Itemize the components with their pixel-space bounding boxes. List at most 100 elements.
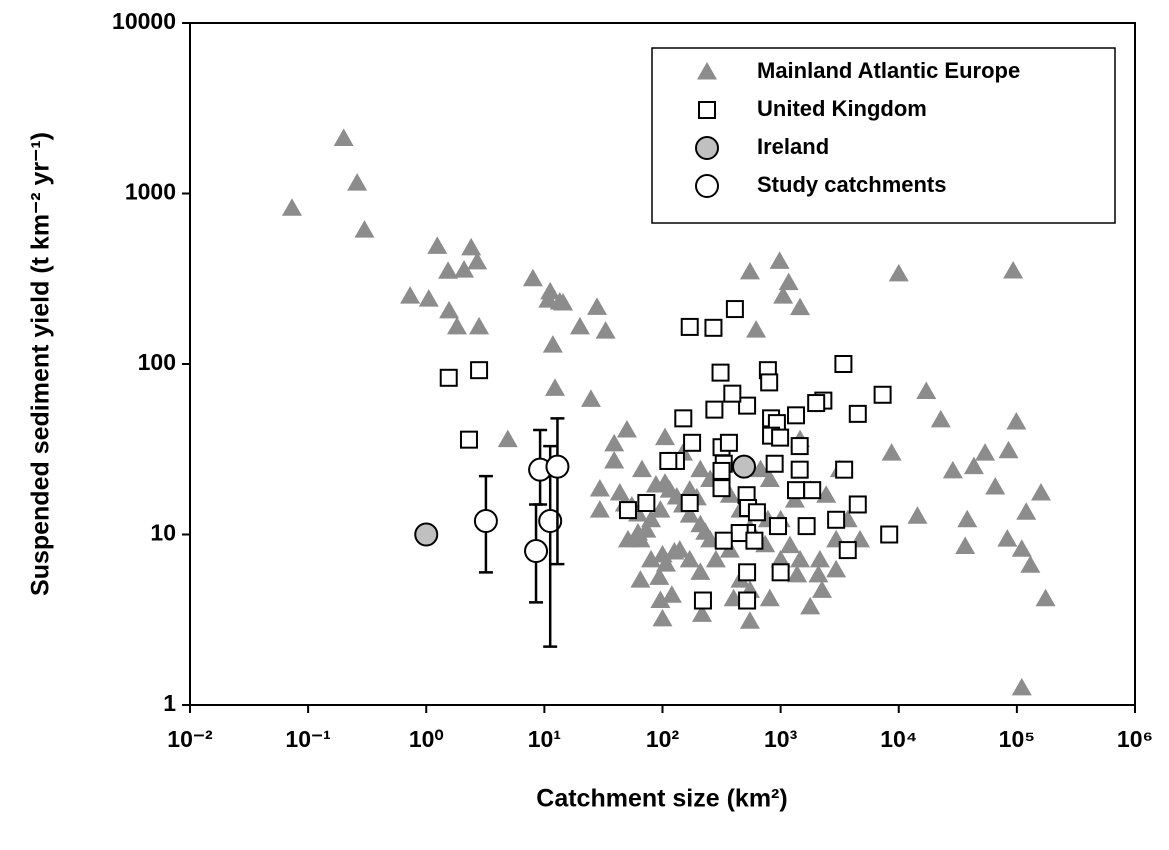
triangle-point bbox=[636, 520, 657, 538]
triangle-point bbox=[522, 268, 543, 287]
x-tick-label: 10² bbox=[646, 726, 680, 752]
square-point bbox=[787, 481, 806, 500]
square-point bbox=[771, 563, 790, 582]
square-point bbox=[838, 541, 857, 560]
legend-label: Mainland Atlantic Europe bbox=[757, 58, 1020, 83]
triangle-point bbox=[778, 272, 799, 291]
triangle-point bbox=[809, 549, 830, 568]
triangle-point bbox=[770, 549, 791, 568]
triangle-point bbox=[604, 433, 625, 452]
square-point bbox=[659, 451, 678, 470]
triangle-point bbox=[759, 588, 780, 607]
x-axis-title: Catchment size (km²) bbox=[536, 785, 787, 813]
triangle-point bbox=[446, 316, 467, 335]
triangle-point bbox=[787, 564, 808, 583]
triangle-point bbox=[888, 263, 909, 282]
square-point bbox=[680, 317, 699, 336]
square-point bbox=[797, 517, 816, 536]
triangle-point bbox=[544, 378, 565, 396]
triangle-point bbox=[739, 261, 760, 280]
x-tick-label: 10⁻² bbox=[167, 726, 213, 752]
x-tick-label: 10⁻¹ bbox=[285, 726, 330, 752]
triangle-point bbox=[1020, 555, 1041, 573]
triangle-point bbox=[652, 608, 673, 627]
square-point bbox=[459, 430, 478, 449]
square-point bbox=[439, 368, 458, 387]
triangle-point bbox=[955, 536, 976, 555]
square-point bbox=[712, 461, 731, 480]
square-point bbox=[790, 460, 809, 479]
triangle-point bbox=[826, 559, 847, 578]
triangle-point bbox=[669, 540, 690, 558]
triangle-point bbox=[400, 286, 421, 304]
triangle-point bbox=[589, 478, 610, 497]
triangle-point bbox=[333, 128, 354, 147]
y-axis-title: Suspended sediment yield (t km⁻² yr⁻¹) bbox=[27, 132, 55, 596]
triangle-point bbox=[800, 596, 821, 615]
triangle-point bbox=[811, 580, 832, 598]
x-tick-label: 10⁵ bbox=[999, 726, 1035, 752]
circle-point bbox=[524, 539, 549, 564]
circle-point bbox=[732, 454, 757, 479]
triangle-point bbox=[697, 62, 717, 80]
triangle-point bbox=[418, 289, 439, 307]
triangle-point bbox=[705, 549, 726, 568]
triangle-point bbox=[790, 549, 811, 568]
triangle-point bbox=[790, 297, 811, 316]
triangle-point bbox=[997, 529, 1018, 547]
triangle-point bbox=[739, 611, 760, 629]
square-point bbox=[712, 479, 731, 498]
square-point bbox=[693, 591, 712, 610]
square-point bbox=[618, 501, 637, 520]
x-tick-label: 10⁶ bbox=[1117, 726, 1153, 752]
triangle-point bbox=[604, 450, 625, 469]
square-point bbox=[807, 394, 826, 413]
legend-label: Study catchments bbox=[757, 172, 947, 197]
square-point bbox=[725, 300, 744, 319]
square-point bbox=[705, 400, 724, 419]
triangle-point bbox=[750, 459, 771, 478]
square-point bbox=[637, 494, 656, 513]
square-point bbox=[719, 433, 738, 452]
triangle-point bbox=[1011, 677, 1032, 696]
triangle-point bbox=[907, 506, 928, 524]
triangle-point bbox=[1016, 502, 1037, 520]
square-point bbox=[714, 531, 733, 550]
triangle-point bbox=[975, 443, 996, 461]
triangle-point bbox=[354, 220, 375, 238]
triangle-point bbox=[630, 529, 651, 548]
square-point bbox=[771, 428, 790, 447]
triangle-point bbox=[998, 440, 1019, 459]
y-tick-label: 10000 bbox=[112, 8, 176, 34]
triangle-point bbox=[650, 500, 671, 518]
y-tick-label: 1 bbox=[163, 690, 176, 716]
triangle-point bbox=[679, 549, 700, 568]
square-point bbox=[848, 404, 867, 423]
x-tick-label: 10⁴ bbox=[880, 726, 917, 752]
circle-point bbox=[695, 174, 719, 198]
circle-point bbox=[545, 454, 570, 479]
square-point bbox=[848, 495, 867, 514]
triangle-point bbox=[773, 286, 794, 304]
triangle-point bbox=[461, 237, 482, 256]
error-bar bbox=[543, 444, 558, 648]
triangle-point bbox=[655, 554, 676, 572]
triangle-point bbox=[769, 251, 790, 269]
square-point bbox=[680, 494, 699, 513]
y-tick-label: 100 bbox=[138, 349, 176, 375]
triangle-point bbox=[655, 427, 676, 446]
triangle-point bbox=[650, 590, 671, 609]
x-tick-label: 10¹ bbox=[528, 726, 561, 752]
triangle-point bbox=[569, 316, 590, 335]
legend-label: Ireland bbox=[757, 134, 829, 159]
x-tick-label: 10³ bbox=[764, 726, 798, 752]
triangle-point bbox=[808, 564, 829, 583]
triangle-point bbox=[957, 509, 978, 528]
square-point bbox=[747, 503, 766, 522]
triangle-point bbox=[580, 389, 601, 407]
triangle-point bbox=[540, 281, 561, 300]
square-point bbox=[470, 361, 489, 380]
square-point bbox=[704, 318, 723, 337]
triangle-point bbox=[1006, 411, 1027, 430]
